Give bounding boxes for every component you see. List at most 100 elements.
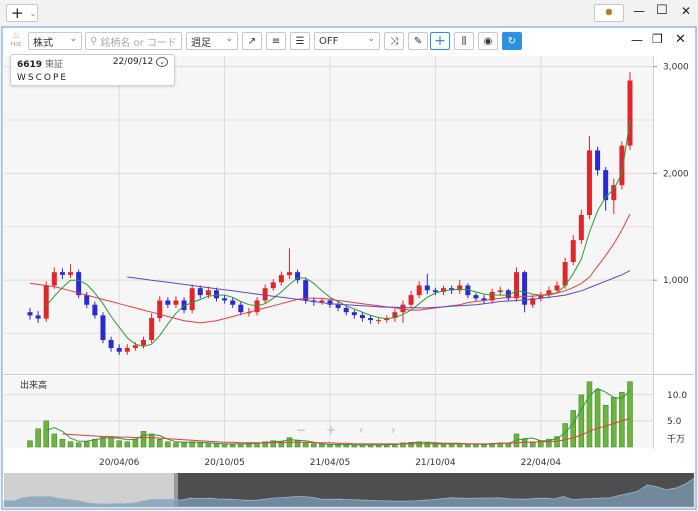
date: 22/09/12	[112, 57, 154, 67]
crosshair-button[interactable]: +	[430, 32, 450, 50]
volume-bar	[67, 441, 74, 448]
volume-bar	[343, 444, 349, 448]
minimize-button[interactable]: —	[633, 4, 645, 18]
panel-restore[interactable]: ❐	[652, 32, 663, 46]
candle-body	[254, 300, 260, 313]
volume-bar	[311, 443, 317, 448]
candle-body	[335, 304, 341, 308]
close-button[interactable]: ✕	[681, 4, 692, 18]
candle-body	[627, 80, 633, 146]
list-button[interactable]: ☰	[290, 32, 310, 50]
candle-body	[416, 285, 422, 296]
candle-body	[473, 295, 479, 299]
info-box: 6619 東証 22/09/12 ⌄ WSCOPE	[10, 54, 175, 86]
settings-button[interactable]: ✹	[594, 4, 624, 22]
volume-bar	[246, 443, 252, 448]
panel-minimize[interactable]: —	[631, 33, 643, 47]
candle-body	[295, 272, 301, 281]
volume-bar	[424, 442, 431, 448]
candle-body	[343, 307, 349, 313]
dropdown-icon: ⌄	[29, 8, 37, 18]
volume-bar	[319, 444, 325, 448]
x-tick-label: 20/04/06	[99, 458, 140, 468]
candle-body	[238, 304, 244, 313]
volume-bar	[570, 410, 576, 448]
candle-body	[59, 272, 65, 275]
search-box[interactable]: ⚲ 銘柄名 or コード	[85, 32, 182, 50]
info-row: 6619 東証 22/09/12 ⌄	[17, 57, 168, 70]
flame: ♨	[11, 31, 21, 41]
hot-icon[interactable]: ♨ Hot	[8, 32, 24, 49]
volume-bar	[27, 440, 33, 448]
volume-bar	[400, 442, 406, 448]
overlay-select[interactable]: OFF	[314, 32, 380, 50]
volume-bar	[75, 442, 82, 448]
candle-body	[351, 312, 357, 316]
candle-body	[92, 304, 98, 316]
candle-body	[213, 290, 219, 299]
scroll-right[interactable]: ›	[391, 423, 396, 437]
candle-body	[619, 145, 625, 186]
volume-bar	[505, 443, 512, 448]
stock-code: 6619	[17, 60, 43, 70]
candle-body	[278, 275, 284, 283]
candle-body	[481, 298, 487, 301]
draw-button[interactable]: ✎	[408, 32, 428, 50]
x-tick-label: 22/04/04	[521, 458, 562, 468]
candle-body	[603, 170, 609, 201]
candle-body	[230, 300, 236, 305]
candle-body	[43, 285, 49, 319]
x-tick-label: 20/10/05	[204, 458, 244, 468]
candle-body	[149, 318, 155, 340]
volume-bar	[108, 437, 114, 448]
trend-button[interactable]: ↗	[242, 32, 262, 50]
expand-icon[interactable]: ⌄	[156, 57, 168, 67]
info-date-wrap: 22/09/12 ⌄	[113, 57, 168, 70]
volume-bar	[586, 381, 593, 448]
candle-body	[286, 272, 292, 276]
volume-bar	[116, 440, 122, 448]
new-button[interactable]: + ⌄	[6, 4, 38, 22]
candle-body	[141, 339, 147, 346]
candle-body	[132, 345, 138, 348]
candle-body	[181, 300, 187, 311]
navigator-handle[interactable]	[174, 473, 178, 507]
volume-bar	[173, 442, 179, 448]
candle-body	[611, 185, 617, 201]
volume-bar	[627, 381, 633, 448]
price-ma-line	[29, 213, 631, 324]
volume-bar	[124, 441, 131, 448]
camera-button[interactable]: ◉	[478, 32, 498, 50]
volume-bar	[302, 442, 309, 448]
scroll-left[interactable]: ‹	[359, 423, 364, 437]
zoom-out[interactable]: −	[296, 423, 306, 437]
volume-bar	[432, 443, 439, 448]
indicator-button[interactable]: ⫼	[454, 32, 474, 50]
volume-ma-line	[46, 387, 631, 446]
candle-body	[157, 300, 163, 319]
plot: 3,000 2,000 1,000 10.0 5.0 20/04/06 20/10/05 21…	[3, 56, 695, 508]
volume-bar	[140, 431, 147, 448]
candle-body	[165, 300, 171, 305]
period-label: 週足	[191, 37, 211, 49]
period-select[interactable]: 週足	[186, 32, 238, 50]
candle-body	[449, 288, 455, 291]
candle-body	[562, 262, 568, 286]
shuffle-button[interactable]: ⤨	[384, 32, 404, 50]
candle-body	[432, 290, 438, 292]
align-button[interactable]: ≡	[266, 32, 286, 50]
volume-bar	[611, 397, 617, 448]
candle-body	[205, 290, 211, 296]
zoom-in[interactable]: +	[326, 423, 336, 437]
panel-close[interactable]: ✕	[675, 32, 686, 47]
maximize-button[interactable]: ☐	[656, 3, 668, 18]
search-placeholder: 銘柄名 or コード	[100, 37, 177, 49]
volume-bar	[578, 394, 585, 448]
volume-bar	[262, 441, 268, 448]
market-select[interactable]: 株式	[28, 32, 82, 50]
candle-body	[189, 288, 195, 311]
candle-body	[368, 318, 374, 321]
candle-body	[457, 285, 463, 291]
refresh-button[interactable]: ↻	[502, 32, 522, 50]
